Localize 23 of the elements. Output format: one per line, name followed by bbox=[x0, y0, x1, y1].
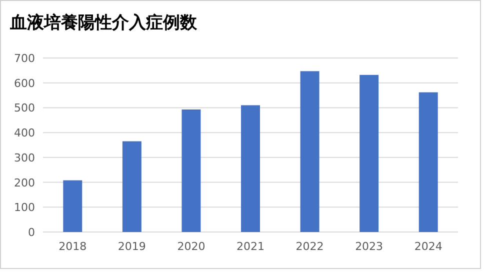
chart-title: 血液培養陽性介入症例数 bbox=[9, 13, 198, 33]
x-tick-label: 2022 bbox=[296, 240, 324, 253]
x-tick-label: 2023 bbox=[355, 240, 384, 253]
y-tick-label: 500 bbox=[14, 102, 35, 115]
bar bbox=[300, 71, 320, 232]
bar bbox=[418, 92, 438, 232]
x-tick-label: 2018 bbox=[58, 240, 87, 253]
x-tick-label: 2024 bbox=[414, 240, 442, 253]
x-tick-label: 2021 bbox=[236, 240, 264, 253]
bar bbox=[241, 105, 260, 232]
y-tick-label: 700 bbox=[14, 52, 35, 65]
y-tick-label: 200 bbox=[14, 176, 35, 190]
y-tick-label: 400 bbox=[14, 126, 35, 140]
y-tick-label: 100 bbox=[14, 201, 35, 214]
y-tick-label: 0 bbox=[28, 226, 35, 239]
y-tick-label: 600 bbox=[14, 76, 35, 90]
y-tick-label: 300 bbox=[14, 151, 35, 164]
bar bbox=[63, 180, 82, 232]
bar bbox=[360, 74, 379, 232]
x-tick-label: 2020 bbox=[177, 240, 206, 253]
bar bbox=[122, 141, 142, 232]
x-tick-label: 2019 bbox=[118, 240, 146, 253]
bar bbox=[182, 109, 201, 232]
